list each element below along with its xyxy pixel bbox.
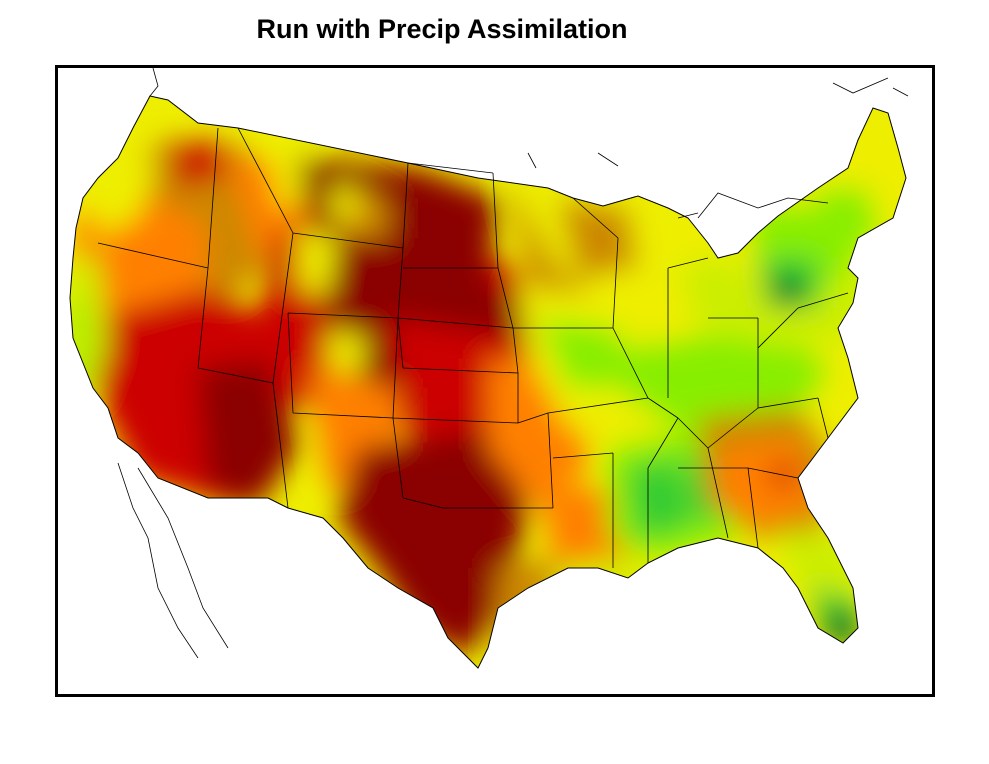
precip-region-light-green [538,318,628,388]
map-frame [55,65,935,697]
precip-region-orange [718,438,818,528]
state-boundaries [97,127,849,568]
precip-region-yellow [298,228,338,298]
us-outline [69,95,907,669]
precip-region-dark-orange [558,198,638,278]
precip-region-red [168,138,228,188]
coastline-detail [117,68,909,659]
precip-region-light-green [818,188,878,248]
precip-region-light-green [618,328,828,428]
precip-region-dark-green [823,613,858,643]
precip-region-dark-orange [498,558,558,658]
precip-map [69,68,909,669]
precip-region-dark-red [198,358,298,508]
map-title: Run with Precip Assimilation [256,14,628,44]
precip-region-dark-red [338,428,528,658]
precip-region-yellow [328,188,358,218]
precip-region-red [768,463,798,488]
precip-region-green [628,458,688,538]
precip-region-dark-green [773,278,803,303]
precip-region-orange [538,488,628,578]
precip-region-yellow [328,328,368,378]
precip-field [70,96,906,668]
